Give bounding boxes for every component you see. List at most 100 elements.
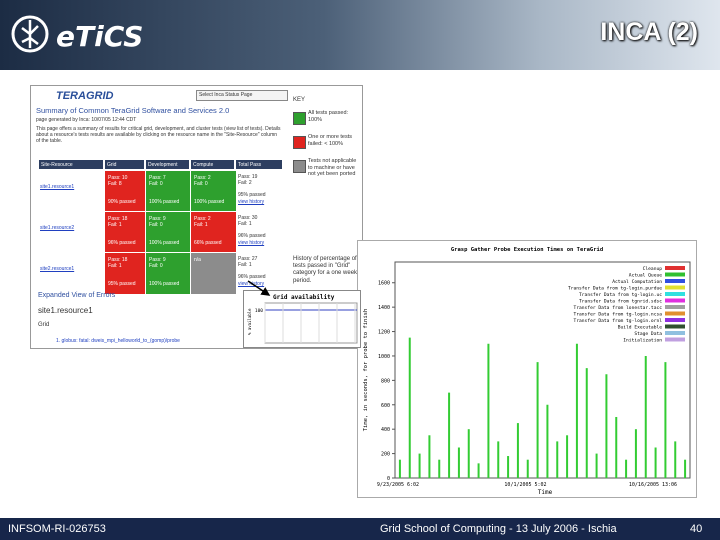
column-header: Development [145, 159, 190, 170]
key-label: Tests not applicable to machine or have … [308, 158, 357, 178]
column-header: Site-Resource [38, 159, 104, 170]
legend-swatch [665, 311, 685, 316]
x-tick-label: 10/16/2005 13:06 [629, 482, 677, 488]
legend-swatch [665, 298, 685, 303]
legend-label: Transfer Data from tg-login.ncsa [573, 312, 662, 318]
x-tick-label: 9/23/2005 6:02 [377, 482, 419, 488]
column-header: Total Pass [235, 159, 283, 170]
status-cell: n/a [190, 252, 237, 295]
total-percent: 95% passed [238, 192, 266, 198]
y-tick-label: 600 [381, 403, 390, 409]
legend-swatch [665, 285, 685, 290]
footer: INFSOM-RI-026753 Grid School of Computin… [0, 518, 720, 540]
legend-label: Build Executable [618, 325, 662, 331]
cell-counts: Pass: 18 Fail: 1 [108, 257, 128, 269]
page-number: 40 [690, 523, 703, 535]
legend-swatch [665, 331, 685, 335]
column-header: Compute [190, 159, 235, 170]
legend-swatch [665, 318, 685, 322]
header-banner: eTiCS INCA (2) [0, 0, 720, 70]
graph-ylabel: Time, in seconds, for probe to finish [363, 309, 369, 432]
intro: This page offers a summary of results fo… [36, 126, 281, 144]
y-tick-label: 800 [381, 378, 390, 384]
legend-label: Transfer Data from tg-login.ornl [573, 318, 662, 324]
legend-label: Transfer Data from lonestar.tacc [573, 305, 662, 311]
status-cell: Pass: 2 Fail: 1 66% passed [190, 211, 237, 254]
site-name: site2.resource1 [40, 266, 75, 272]
cell-percent: 66% passed [194, 240, 222, 246]
errors-site: site1.resource1 [38, 306, 93, 315]
legend-label: Stage Data [634, 331, 662, 337]
key-swatch [293, 160, 306, 173]
status-cell: Pass: 9 Fail: 0 100% passed [145, 252, 192, 295]
cell-percent: 100% passed [149, 240, 180, 246]
y-tick-label: 1000 [378, 354, 390, 360]
site-name: site1.resource1 [40, 184, 75, 190]
legend-label: Transfer Data from tg-login.uc [579, 292, 662, 298]
total-counts: Pass: 27 Fail: 1 [238, 256, 258, 268]
key-swatch [293, 136, 306, 149]
history-link: view history [238, 281, 265, 287]
x-tick-label: 10/1/2005 5:02 [504, 482, 546, 488]
errors-category: Grid [38, 322, 50, 328]
y-tick-label: 200 [381, 452, 390, 458]
errors-title: Expanded View of Errors [38, 292, 116, 299]
y-tick-label: 1600 [378, 281, 390, 287]
plot-area [394, 261, 691, 479]
page-heading: Summary of Common TeraGrid Software and … [36, 106, 230, 115]
total-counts: Pass: 30 Fail: 1 [238, 215, 258, 227]
error-line: 1. globus: fatal: dweis_mpi_helloworld_t… [56, 338, 180, 344]
status-cell: Pass: 18 Fail: 1 95% passed [104, 252, 147, 295]
cell-percent: 100% passed [149, 281, 180, 287]
cell-percent: 95% passed [108, 281, 136, 287]
key-title: KEY [293, 97, 306, 103]
footer-project: INFSOM-RI-026753 [8, 523, 106, 535]
execution-graph: Grasp Gather Probe Execution Times on Te… [357, 240, 697, 498]
legend-swatch [665, 305, 685, 309]
total-percent: 96% passed [238, 274, 266, 280]
legend-swatch [665, 324, 685, 329]
legend-swatch [665, 279, 685, 283]
legend-swatch [665, 272, 685, 277]
column-header: Grid [104, 159, 145, 170]
inset-ytick: 100 [255, 308, 263, 314]
cell-counts: Pass: 2 Fail: 1 [194, 216, 211, 228]
legend-swatch [665, 266, 685, 270]
key-label: One or more tests failed: < 100% [308, 134, 353, 147]
inset-title: Grid availability [273, 294, 335, 301]
legend-label: Actual Computation [612, 279, 662, 285]
cell-percent: 100% passed [194, 199, 225, 205]
cell-percent: 90% passed [108, 199, 136, 205]
history-note: History of percentage of tests passed in… [293, 256, 358, 284]
history-link: view history [238, 199, 265, 205]
inset-ylabel: % available [247, 308, 252, 335]
status-cell: Pass: 7 Fail: 0 100% passed [145, 170, 192, 213]
status-cell: Pass: 10 Fail: 8 90% passed [104, 170, 147, 213]
y-tick-label: 400 [381, 427, 390, 433]
legend-label: Initialization [623, 338, 662, 344]
inset-plot [264, 302, 358, 344]
key-swatch [293, 112, 306, 125]
logo-text: eTiCS [56, 20, 143, 53]
legend-label: Transfer Data from tgnrid.sdsc [579, 299, 662, 305]
graph-title: Grasp Gather Probe Execution Times on Te… [451, 247, 603, 253]
site-name: site1.resource2 [40, 225, 75, 231]
availability-inset: Grid availability % available 100 [243, 290, 361, 348]
footer-event: Grid School of Computing - 13 July 2006 … [380, 523, 617, 535]
cell-counts: Pass: 7 Fail: 0 [149, 175, 166, 187]
status-cell: Pass: 2 Fail: 0 100% passed [190, 170, 237, 213]
cell-counts: Pass: 2 Fail: 0 [194, 175, 211, 187]
legend-label: Actual Queue [629, 273, 662, 279]
y-tick-label: 1200 [378, 330, 390, 336]
y-tick-label: 1400 [378, 305, 390, 311]
key-label: All tests passed: 100% [308, 110, 349, 123]
cell-percent: 100% passed [149, 199, 180, 205]
brand: TERAGRID [56, 90, 114, 102]
arrow [247, 280, 271, 296]
selector: Select Inca Status Page [196, 90, 288, 101]
status-cell: Pass: 9 Fail: 0 100% passed [145, 211, 192, 254]
y-tick-label: 0 [387, 476, 390, 482]
total-percent: 96% passed [238, 233, 266, 239]
